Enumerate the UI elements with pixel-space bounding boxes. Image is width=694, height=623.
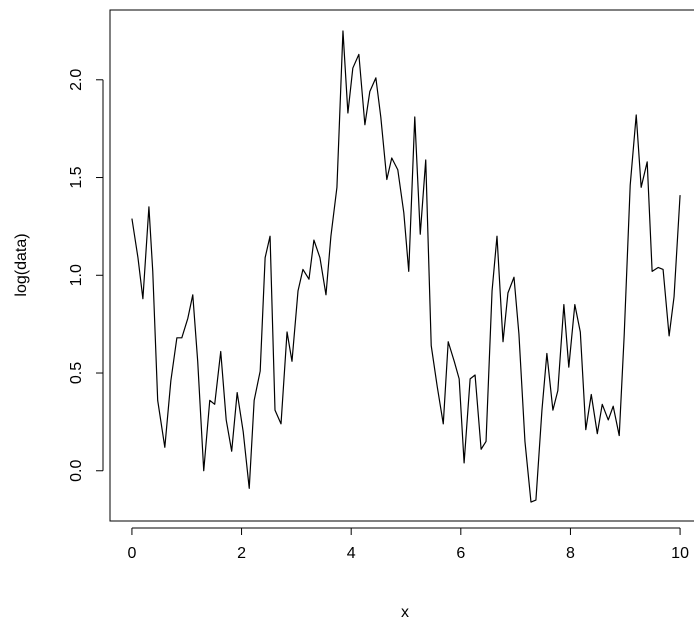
x-tick-label: 4 [347, 545, 356, 562]
x-tick-label: 2 [237, 545, 246, 562]
data-line [131, 30, 681, 503]
y-tick-label: 1.0 [68, 264, 85, 286]
plot-box [109, 9, 694, 522]
x-axis-label: x [401, 604, 409, 621]
y-tick-label: 0.5 [68, 362, 85, 384]
y-axis-label: log(data) [13, 233, 30, 296]
x-tick-label: 8 [566, 545, 575, 562]
y-tick-label: 0.0 [68, 460, 85, 482]
x-tick-label: 10 [671, 545, 689, 562]
x-tick-label: 0 [127, 545, 136, 562]
x-tick-label: 6 [456, 545, 465, 562]
y-tick-label: 1.5 [68, 166, 85, 188]
y-tick-label: 2.0 [68, 69, 85, 91]
